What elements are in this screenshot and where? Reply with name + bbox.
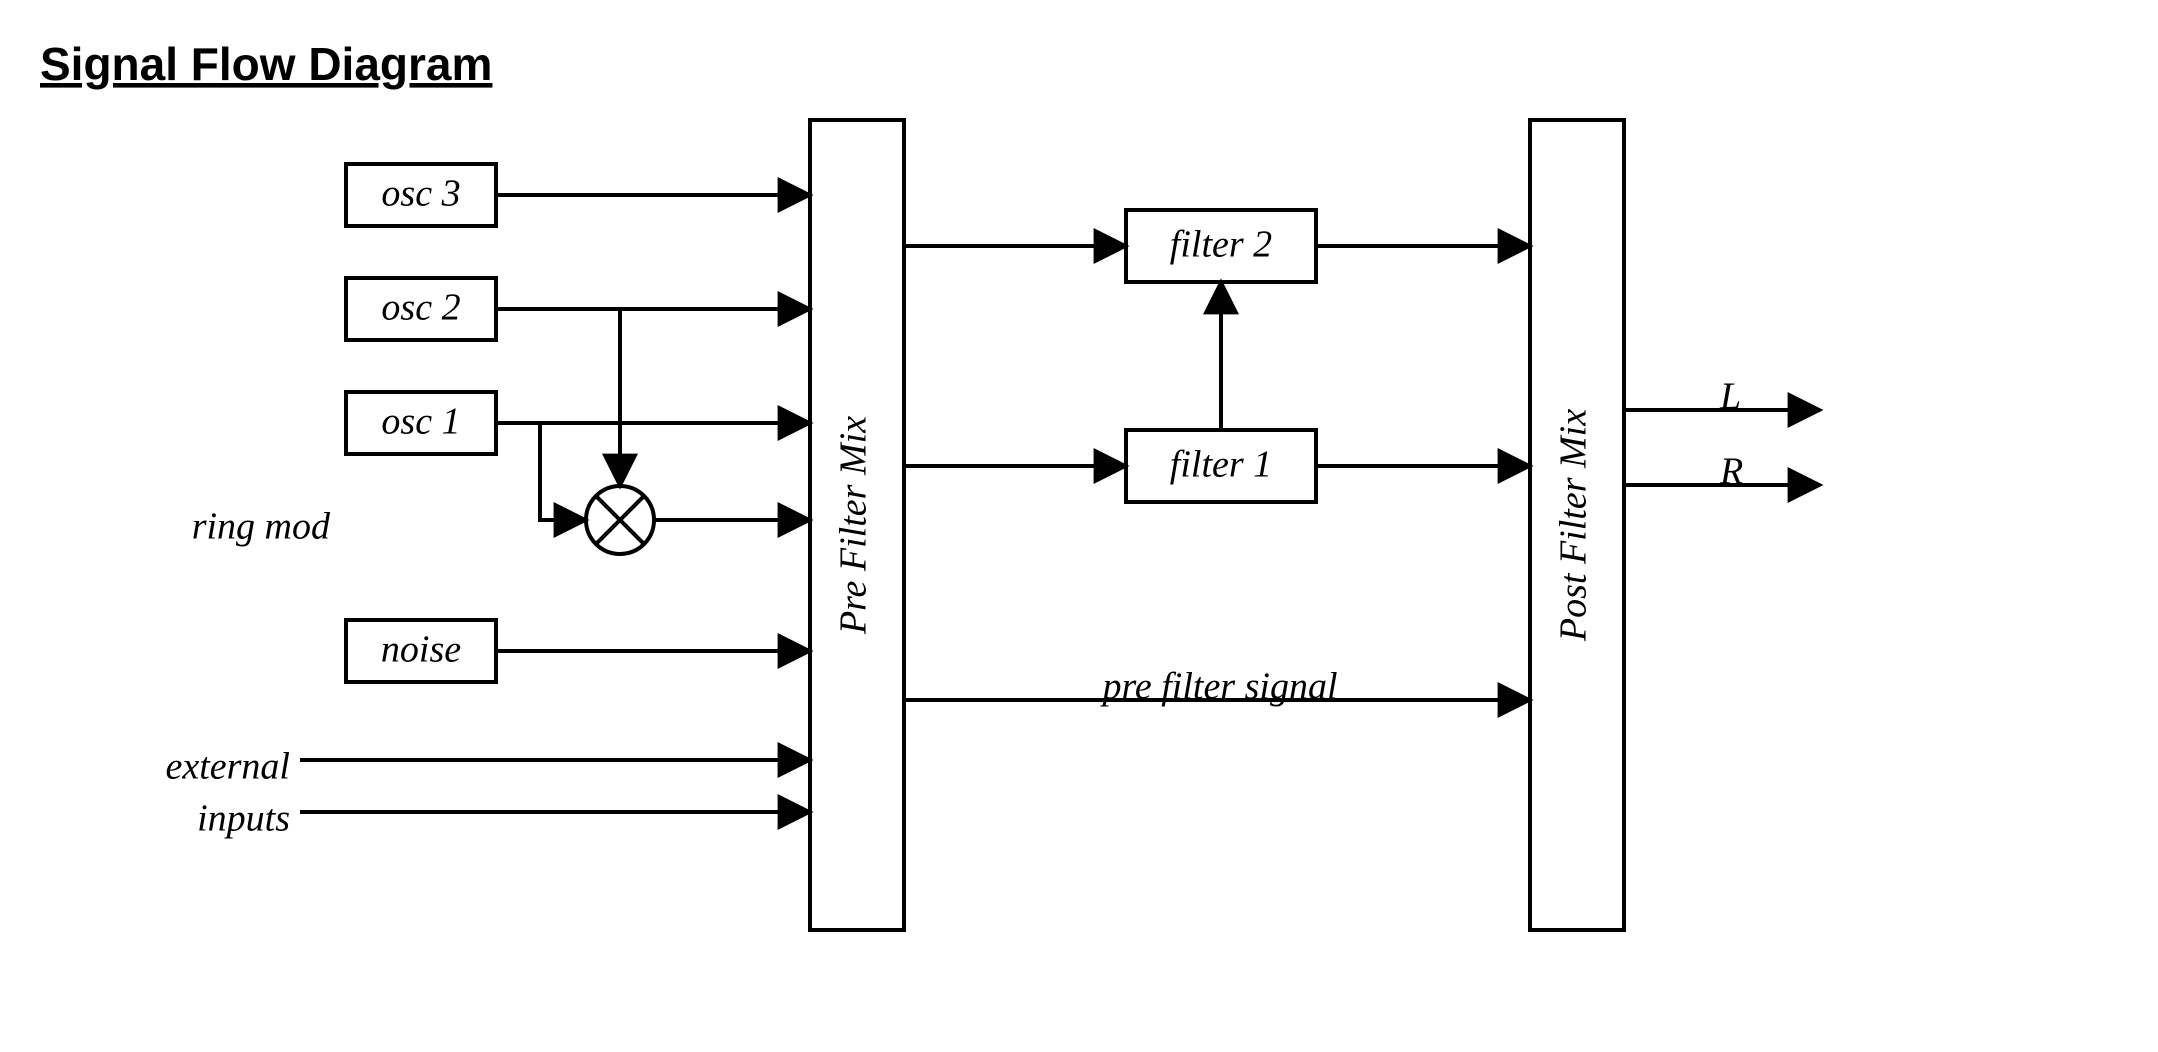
node-label-postMix: Post Filter Mix (1553, 409, 1595, 642)
label-L: L (1719, 376, 1741, 418)
label-pre_filter_signal: pre filter signal (1099, 666, 1337, 708)
edge-osc1_to_ring (540, 423, 586, 520)
node-ringmod (586, 486, 654, 554)
node-filter1: filter 1 (1126, 430, 1316, 502)
node-label-osc3: osc 3 (381, 173, 460, 215)
node-label-preMix: Pre Filter Mix (833, 416, 875, 635)
label-ext_label_2: inputs (197, 798, 290, 840)
node-label-noise: noise (381, 629, 461, 671)
node-label-filter2: filter 2 (1170, 224, 1272, 266)
node-osc3: osc 3 (346, 164, 496, 226)
node-label-filter1: filter 1 (1170, 444, 1272, 486)
node-label-osc1: osc 1 (381, 401, 460, 443)
node-noise: noise (346, 620, 496, 682)
node-label-osc2: osc 2 (381, 287, 460, 329)
label-ringmod_text: ring mod (192, 506, 331, 548)
node-postMix: Post Filter Mix (1530, 120, 1624, 930)
node-filter2: filter 2 (1126, 210, 1316, 282)
node-osc2: osc 2 (346, 278, 496, 340)
label-R: R (1719, 451, 1743, 493)
page-title: Signal Flow Diagram (40, 38, 492, 90)
node-preMix: Pre Filter Mix (810, 120, 904, 930)
node-osc1: osc 1 (346, 392, 496, 454)
label-ext_label_1: external (165, 746, 290, 788)
